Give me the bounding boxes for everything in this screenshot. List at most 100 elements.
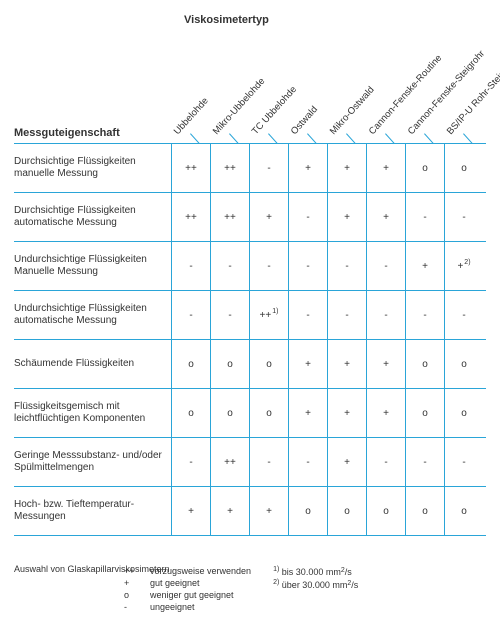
table-cell: -	[210, 242, 249, 290]
legend-symbol: ++	[124, 565, 142, 577]
table-cell: ++	[210, 438, 249, 486]
table-cell: +	[366, 340, 405, 388]
row-cells: -++--+---	[171, 438, 486, 486]
column-headers: Messguteigenschaft UbbelohdeMikro-Ubbelo…	[171, 28, 483, 143]
table-cell: +	[366, 144, 405, 192]
footer-columns: ++ vorzugsweise verwenden+gut geeignetowe…	[124, 565, 486, 614]
table-cell: -	[171, 438, 210, 486]
table-row: Schäumende Flüssigkeitenooo+++oo	[14, 340, 486, 389]
table-row: Geringe Messsubstanz- und/oder Spülmitte…	[14, 438, 486, 487]
table-cell: -	[366, 242, 405, 290]
column-group-title: Viskosimetertyp	[184, 14, 486, 26]
table-cell: o	[366, 487, 405, 535]
table-cell: +	[327, 438, 366, 486]
legend-symbol: +	[124, 577, 142, 589]
legend-text: ungeeignet	[150, 601, 195, 613]
row-label: Undurchsichtige Flüssigkeiten Manuelle M…	[14, 242, 171, 290]
table-cell: -	[327, 242, 366, 290]
table-cell: +	[249, 193, 288, 241]
table-cell: +	[327, 340, 366, 388]
table-cell: +	[249, 487, 288, 535]
table-cell: -	[366, 438, 405, 486]
legend-text: weniger gut geeignet	[150, 589, 234, 601]
table-cell: o	[444, 487, 483, 535]
legend-row: ++ vorzugsweise verwenden	[124, 565, 251, 577]
row-label: Hoch- bzw. Tieftemperatur-Messungen	[14, 487, 171, 535]
footnote: 1) bis 30.000 mm2/s	[273, 565, 358, 578]
table-cell: -	[444, 291, 483, 339]
table-cell: -	[405, 193, 444, 241]
legend-row: +gut geeignet	[124, 577, 251, 589]
table-cell: -	[444, 438, 483, 486]
table-cell: +	[288, 144, 327, 192]
table-cell: o	[210, 389, 249, 437]
table-cell: -	[171, 291, 210, 339]
legend: ++ vorzugsweise verwenden+gut geeignetowe…	[124, 565, 251, 614]
table-row: Durchsichtige Flüssigkeiten automatische…	[14, 193, 486, 242]
table-cell: -	[288, 291, 327, 339]
table-cell: +	[210, 487, 249, 535]
table-cell: -	[405, 291, 444, 339]
table-cell: -	[210, 291, 249, 339]
table-cell: +2)	[444, 242, 483, 290]
table-cell: o	[249, 340, 288, 388]
table-row: Hoch- bzw. Tieftemperatur-Messungen+++oo…	[14, 487, 486, 536]
table-cell: o	[405, 487, 444, 535]
legend-symbol: o	[124, 589, 142, 601]
table-cell: ++	[210, 193, 249, 241]
table-cell: +	[366, 389, 405, 437]
row-cells: ooo+++oo	[171, 340, 486, 388]
table-cell: -	[288, 193, 327, 241]
viscometer-table-container: Viskosimetertyp Messguteigenschaft Ubbel…	[0, 0, 500, 624]
table-cell: o	[444, 340, 483, 388]
table-cell: +	[288, 340, 327, 388]
footnotes: 1) bis 30.000 mm2/s2) über 30.000 mm2/s	[273, 565, 358, 614]
legend-row: -ungeeignet	[124, 601, 251, 613]
table-cell: ++	[171, 144, 210, 192]
table-cell: o	[444, 389, 483, 437]
table-cell: -	[288, 242, 327, 290]
table-cell: o	[405, 389, 444, 437]
row-cells: ++++-+++oo	[171, 144, 486, 192]
table-cell: -	[327, 291, 366, 339]
row-label: Durchsichtige Flüssigkeiten manuelle Mes…	[14, 144, 171, 192]
table-cell: +	[405, 242, 444, 290]
table-grid: Durchsichtige Flüssigkeiten manuelle Mes…	[14, 143, 486, 536]
table-cell: o	[249, 389, 288, 437]
table-cell: o	[405, 340, 444, 388]
table-cell: ++1)	[249, 291, 288, 339]
table-row: Flüssigkeitsgemisch mit leichtflüchtigen…	[14, 389, 486, 438]
footnote: 2) über 30.000 mm2/s	[273, 578, 358, 591]
table-row: Undurchsichtige Flüssigkeiten Manuelle M…	[14, 242, 486, 291]
row-cells: +++++-++--	[171, 193, 486, 241]
row-header-title: Messguteigenschaft	[14, 127, 120, 139]
table-cell: o	[210, 340, 249, 388]
footer: Auswahl von Glaskapillarviskosimetern ++…	[14, 564, 486, 614]
legend-text: vorzugsweise verwenden	[150, 565, 251, 577]
table-row: Durchsichtige Flüssigkeiten manuelle Mes…	[14, 144, 486, 193]
table-cell: o	[171, 389, 210, 437]
table-cell: +	[288, 389, 327, 437]
table-cell: o	[444, 144, 483, 192]
row-label: Durchsichtige Flüssigkeiten automatische…	[14, 193, 171, 241]
table-cell: -	[249, 144, 288, 192]
row-cells: +++ooooo	[171, 487, 486, 535]
table-cell: o	[327, 487, 366, 535]
row-label: Geringe Messsubstanz- und/oder Spülmitte…	[14, 438, 171, 486]
table-cell: +	[366, 193, 405, 241]
table-cell: -	[249, 438, 288, 486]
table-cell: o	[171, 340, 210, 388]
table-cell: -	[366, 291, 405, 339]
table-cell: ++	[171, 193, 210, 241]
table-cell: ++	[210, 144, 249, 192]
row-label: Schäumende Flüssigkeiten	[14, 340, 171, 388]
table-cell: +	[327, 193, 366, 241]
table-cell: +	[171, 487, 210, 535]
table-cell: +	[327, 144, 366, 192]
table-cell: +	[327, 389, 366, 437]
table-cell: o	[405, 144, 444, 192]
row-cells: ooo+++oo	[171, 389, 486, 437]
table-cell: -	[444, 193, 483, 241]
table-row: Undurchsichtige Flüssigkeiten automatisc…	[14, 291, 486, 340]
table-cell: o	[288, 487, 327, 535]
